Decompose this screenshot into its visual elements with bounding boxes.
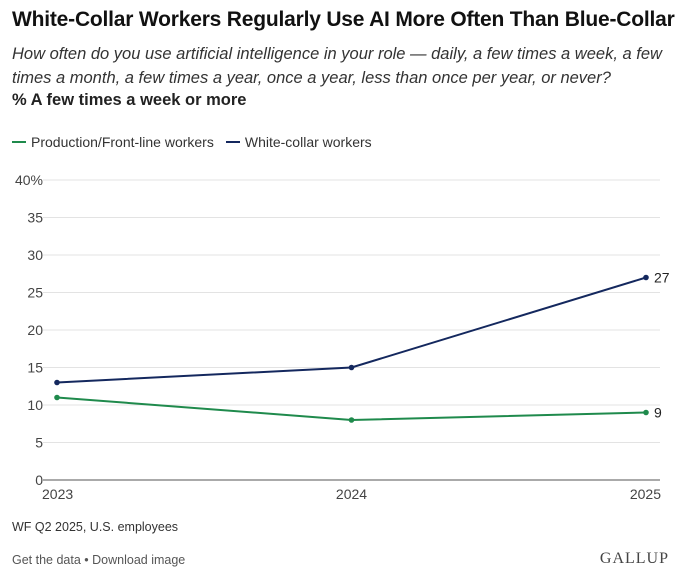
legend-item-production: Production/Front-line workers	[12, 134, 214, 150]
y-tick-label: 15	[27, 360, 43, 376]
legend-swatch-white-collar	[225, 141, 240, 143]
y-tick-label: 30	[27, 247, 43, 263]
metric-label: % A few times a week or more	[12, 91, 247, 109]
footer-links: Get the data • Download image	[12, 553, 185, 567]
y-tick-label: 20	[27, 322, 43, 338]
y-tick-label: 25	[27, 285, 43, 301]
data-point-white-collar	[54, 379, 60, 386]
data-point-white-collar	[643, 274, 649, 281]
data-point-production	[348, 417, 355, 423]
chart-title: White-Collar Workers Regularly Use AI Mo…	[12, 8, 675, 31]
legend-label-production: Production/Front-line workers	[31, 134, 214, 150]
legend-label-white-collar: White-collar workers	[244, 134, 372, 150]
y-tick-label: 40%	[15, 172, 43, 188]
footer-separator: •	[80, 553, 93, 567]
legend-item-white-collar: White-collar workers	[225, 134, 372, 150]
y-tick-label: 10	[27, 397, 43, 413]
data-point-white-collar	[348, 364, 355, 371]
legend-swatch-production	[12, 141, 26, 143]
x-tick-label: 2023	[42, 486, 73, 502]
download-image-link[interactable]: Download image	[92, 553, 186, 567]
x-tick-label: 2024	[336, 486, 367, 502]
data-point-production	[643, 409, 649, 416]
data-label-production: 9	[654, 405, 662, 421]
series-line-production	[56, 396, 647, 421]
legend: Production/Front-line workers White-coll…	[12, 134, 384, 150]
chart-subtitle: How often do you use artificial intellig…	[12, 45, 662, 87]
get-data-link[interactable]: Get the data	[12, 553, 81, 567]
source-note: WF Q2 2025, U.S. employees	[12, 520, 179, 534]
y-tick-label: 0	[35, 472, 43, 488]
y-tick-label: 35	[27, 210, 43, 226]
data-point-production	[54, 394, 60, 401]
gallup-logo: GALLUP	[599, 550, 669, 567]
data-label-white-collar: 27	[654, 270, 670, 286]
y-tick-label: 5	[35, 435, 43, 451]
x-tick-label: 2025	[630, 486, 661, 502]
